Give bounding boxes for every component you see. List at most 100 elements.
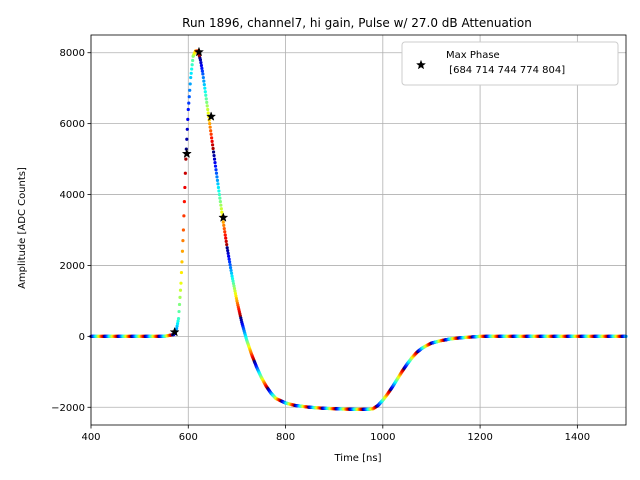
pulse-points (89, 49, 628, 411)
legend: Max Phase [684 714 744 774 804] (401, 41, 619, 86)
max-phase-markers (169, 46, 229, 337)
pulse-point (225, 242, 229, 247)
pulse-point (189, 71, 193, 75)
pulse-point (179, 281, 183, 285)
pulse-point (234, 294, 238, 298)
pulse-point (222, 226, 226, 231)
pulse-point (176, 319, 180, 323)
pulse-point (181, 239, 185, 243)
pulse-point (202, 79, 206, 83)
pulse-point (188, 88, 192, 92)
pulse-point (206, 111, 210, 115)
pulse-point (190, 67, 194, 71)
pulse-point (210, 143, 215, 147)
pulse-point (233, 289, 237, 293)
pulse-point (187, 101, 191, 105)
pulse-point (231, 279, 235, 283)
max-phase-marker (193, 46, 205, 57)
pulse-point (205, 104, 209, 108)
pulse-point (186, 107, 190, 112)
legend-star-marker (415, 59, 427, 70)
pulse-point (184, 157, 188, 161)
pulse-point (227, 257, 231, 261)
pulse-point (190, 63, 194, 67)
pulse-point (224, 236, 228, 240)
pulse-point (179, 270, 184, 275)
pulse-point (178, 295, 182, 299)
y-tick-label: 2000 (60, 261, 85, 272)
legend-star (415, 59, 427, 70)
pulse-point (229, 271, 234, 275)
pulse-point (209, 132, 213, 136)
max-phase-marker (218, 212, 229, 222)
pulse-point (214, 171, 219, 175)
x-tick-label: 800 (276, 432, 295, 443)
pulse-point (227, 254, 231, 258)
pulse-point (214, 168, 218, 172)
pulse-point (178, 288, 183, 292)
pulse-point (186, 117, 190, 121)
pulse-point (183, 171, 187, 175)
pulse-point (177, 302, 182, 307)
pulse-point (228, 263, 232, 267)
legend-box (401, 41, 619, 86)
chart-title: Run 1896, channel7, hi gain, Pulse w/ 27… (182, 16, 532, 30)
pulse-point (208, 125, 212, 129)
pulse-point (211, 146, 215, 151)
pulse-point (221, 220, 225, 224)
x-axis-ticks: 400 600 800 1000 1200 1400 (81, 425, 590, 443)
pulse-point (182, 200, 186, 204)
pulse-point (203, 86, 207, 90)
pulse-point (202, 83, 206, 87)
pulse-point (177, 309, 181, 314)
pulse-point (180, 260, 184, 264)
pulse-point (216, 185, 221, 190)
pulse-point (217, 189, 221, 193)
pulse-point (201, 72, 205, 76)
pulse-point (215, 175, 219, 179)
max-phase-marker (181, 148, 192, 159)
pulse-point (216, 182, 220, 186)
pulse-point (233, 291, 238, 296)
pulse-point (228, 265, 233, 270)
pulse-point (218, 196, 222, 200)
pulse-point (198, 58, 203, 62)
pulse-point (175, 322, 180, 326)
legend-label-line: [684 714 744 774 804] (446, 65, 565, 76)
pulse-point (210, 136, 214, 140)
pulse-point (191, 58, 195, 63)
pulse-point (230, 276, 235, 281)
pulse-point (232, 284, 236, 288)
pulse-point (199, 61, 203, 65)
pulse-point (200, 66, 204, 70)
pulse-point (226, 248, 230, 253)
pulse-point (224, 239, 228, 243)
pulse-point (215, 178, 220, 182)
pulse-point (206, 107, 210, 112)
pulse-point (222, 223, 226, 227)
pulse-point (212, 157, 217, 161)
pulse-point (223, 230, 227, 234)
pulse-point (217, 192, 221, 197)
legend-label: Max Phase [684 714 744 774 804] (446, 50, 565, 76)
max-phase-marker (206, 111, 217, 121)
pulse-point (209, 129, 213, 133)
pulse-point (204, 93, 208, 97)
pulse-point (185, 137, 189, 141)
x-tick-label: 1200 (467, 432, 492, 443)
pulse-point (232, 286, 237, 291)
y-tick-label: 4000 (60, 190, 85, 201)
x-axis-label: Time [ns] (333, 453, 381, 464)
x-tick-label: 400 (81, 432, 100, 443)
pulse-point (203, 90, 207, 94)
y-tick-label: 0 (79, 332, 85, 343)
pulse-point (175, 326, 179, 331)
pulse-point (182, 214, 186, 218)
grid (90, 35, 626, 425)
pulse-point (180, 249, 185, 253)
pulse-point (176, 317, 181, 321)
pulse-point (205, 100, 209, 104)
y-tick-label: 6000 (60, 119, 85, 130)
pulse-point (189, 75, 193, 80)
pulse-point (212, 153, 216, 158)
